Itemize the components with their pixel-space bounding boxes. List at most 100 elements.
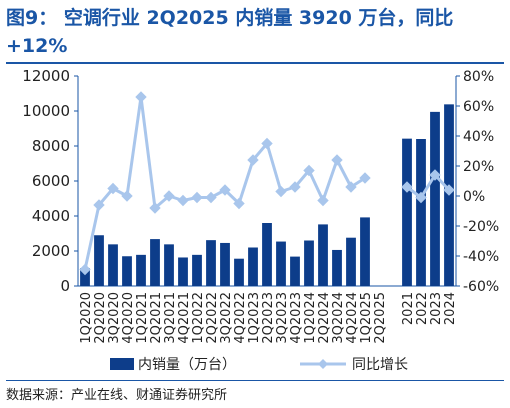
x-axis: 1Q2020 2Q2020 3Q2020 4Q2020 1Q2021 2Q2021 3Q20… <box>78 285 458 344</box>
x-axis-tick-label: 2021 <box>401 292 416 325</box>
line-point <box>317 194 329 207</box>
bar <box>234 258 244 286</box>
bar <box>290 256 300 286</box>
bar <box>360 217 370 286</box>
x-axis-tick-label: 3Q2023 <box>275 292 290 344</box>
bar <box>262 223 272 286</box>
line-point <box>93 199 105 211</box>
x-axis-tick-label: 4Q2022 <box>233 292 248 344</box>
legend-bar-swatch <box>110 358 134 370</box>
bar <box>276 241 286 286</box>
bar <box>108 244 118 286</box>
line-point <box>107 182 119 195</box>
x-axis-tick-label: 2Q2020 <box>93 292 108 344</box>
x-axis-tick-label: 3Q2020 <box>107 292 122 344</box>
right-axis-tick-label: 40% <box>463 129 494 145</box>
right-axis-tick-label: 0% <box>463 189 485 205</box>
line-point <box>303 164 315 177</box>
x-axis-tick-label: 2Q2022 <box>205 292 220 344</box>
line-point <box>191 191 203 204</box>
right-axis-tick-label: 80% <box>463 69 494 85</box>
left-axis-tick-label: 8000 <box>32 137 70 155</box>
x-axis-tick-label: 1Q2025 <box>359 292 374 344</box>
page-title: 图9： 空调行业 2Q2025 内销量 3920 万台，同比 +12% <box>6 7 454 57</box>
line-point <box>401 181 413 193</box>
line-point <box>429 169 441 181</box>
x-axis-tick-label: 2Q2025 <box>373 292 388 344</box>
bar <box>178 257 188 286</box>
line-point <box>247 154 259 166</box>
source-note: 数据来源：产业在线、财通证券研究所 <box>6 388 228 403</box>
bar <box>164 244 174 286</box>
line-point <box>121 190 133 202</box>
right-axis-tick-label: -20% <box>463 219 499 235</box>
x-axis-tick-label: 2024 <box>443 292 458 325</box>
line-point <box>289 181 301 193</box>
line-point <box>149 202 161 214</box>
line-point <box>79 263 91 276</box>
bar <box>136 254 146 286</box>
bar <box>332 249 342 286</box>
line-point <box>443 184 455 196</box>
line-point <box>261 137 273 150</box>
left-axis-tick-label: 6000 <box>32 172 70 190</box>
right-axis: -60% -40% -20% 0% 20% 40% 60% 80% <box>455 69 499 295</box>
x-axis-tick-label: 2023 <box>429 292 444 325</box>
bar <box>220 242 230 286</box>
line-point <box>345 181 357 193</box>
line-point <box>359 172 371 184</box>
line-point <box>219 184 231 196</box>
bar <box>346 237 356 286</box>
line-point <box>275 185 287 198</box>
bar <box>430 111 440 286</box>
line-point <box>233 197 245 210</box>
line-point <box>135 91 147 103</box>
x-axis-tick-label: 1Q2022 <box>191 292 206 344</box>
x-axis-tick-label: 1Q2020 <box>79 292 94 344</box>
x-axis-tick-label: 3Q2021 <box>163 292 178 344</box>
bar <box>192 254 202 286</box>
x-axis-tick-label: 1Q2024 <box>303 292 318 344</box>
right-axis-tick-label: 60% <box>463 99 494 115</box>
line-path <box>406 173 451 199</box>
left-axis-tick-label: 2000 <box>32 242 70 260</box>
right-axis-tick-label: 20% <box>463 159 494 175</box>
bar <box>94 235 104 286</box>
line-point <box>163 190 175 202</box>
right-axis-tick-label: -60% <box>463 279 499 295</box>
bar <box>206 240 216 286</box>
x-axis-tick-label: 4Q2023 <box>289 292 304 344</box>
x-axis-tick-label: 2Q2023 <box>261 292 276 344</box>
footer-divider <box>6 380 504 381</box>
combo-chart: 0 2000 4000 6000 8000 10000 12000 -60% -40% -20%… <box>22 67 499 373</box>
x-axis-tick-label: 2022 <box>415 292 430 325</box>
line-series <box>79 91 455 276</box>
left-axis-tick-label: 0 <box>60 277 70 295</box>
left-axis-tick-label: 10000 <box>22 102 70 120</box>
x-axis-tick-label: 4Q2024 <box>345 292 360 344</box>
left-axis-tick-label: 4000 <box>32 207 70 225</box>
right-axis-tick-label: -40% <box>463 249 499 265</box>
legend-bar-label: 内销量（万台） <box>138 357 236 373</box>
left-axis: 0 2000 4000 6000 8000 10000 12000 <box>22 67 79 295</box>
x-axis-tick-label: 3Q2024 <box>331 292 346 344</box>
x-axis-tick-label: 1Q2023 <box>247 292 262 344</box>
line-point <box>415 191 427 204</box>
line-point <box>177 194 189 207</box>
legend-line-label: 同比增长 <box>352 357 408 373</box>
x-axis-tick-label: 2Q2024 <box>317 292 332 344</box>
bar <box>80 268 90 286</box>
x-axis-tick-label: 3Q2022 <box>219 292 234 344</box>
x-axis-tick-label: 4Q2021 <box>177 292 192 344</box>
bar <box>304 240 314 286</box>
bar <box>402 138 412 286</box>
x-axis-tick-label: 4Q2020 <box>121 292 136 344</box>
title-divider <box>6 62 504 64</box>
line-point <box>205 191 217 204</box>
line-point <box>331 154 343 166</box>
left-axis-tick-label: 12000 <box>22 67 70 85</box>
bar <box>248 247 258 286</box>
legend-line-marker <box>318 359 328 369</box>
bar <box>318 224 328 286</box>
bar <box>416 139 426 286</box>
